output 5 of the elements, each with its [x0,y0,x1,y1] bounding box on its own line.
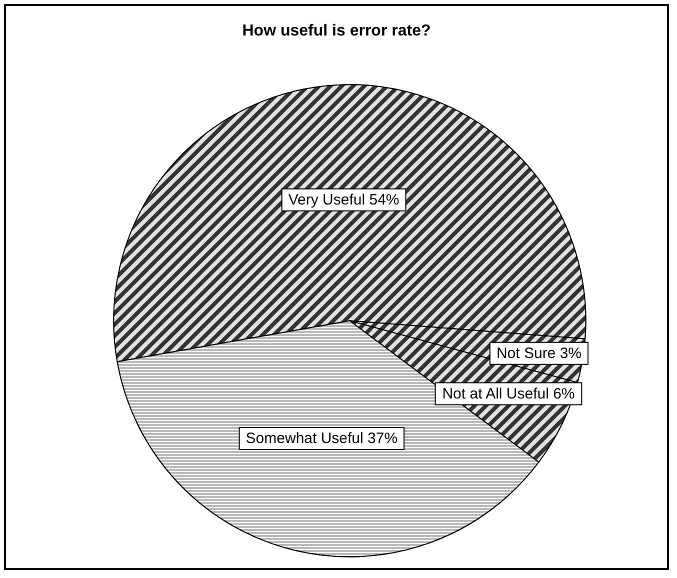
slice-label: Very Useful 54% [288,191,400,208]
chart-title: How useful is error rate? [242,22,431,40]
slice-label: Not Sure 3% [496,344,582,362]
slice-label: Somewhat Useful 37% [246,430,398,447]
slice-label: Not at All Useful 6% [442,385,575,402]
